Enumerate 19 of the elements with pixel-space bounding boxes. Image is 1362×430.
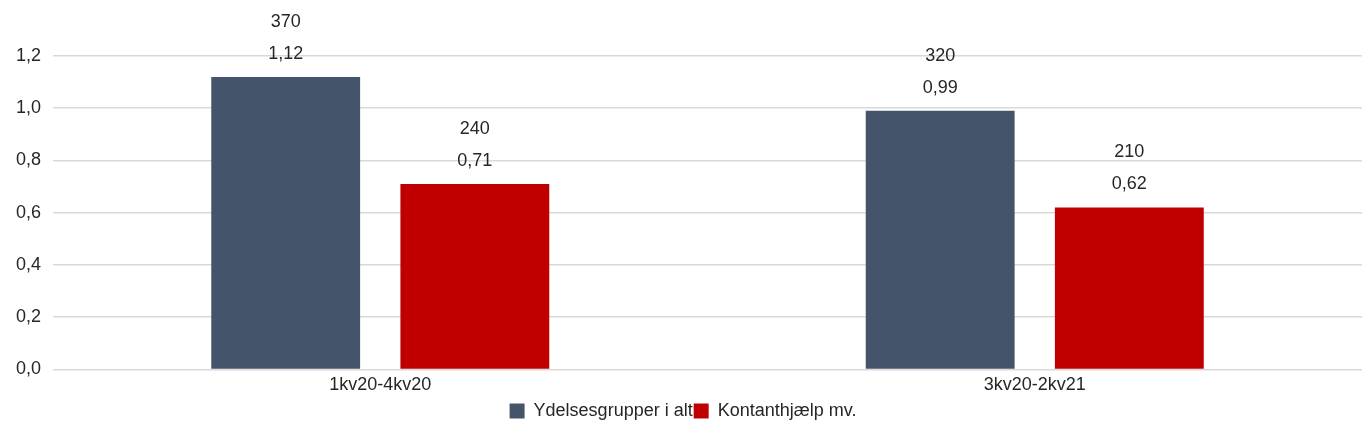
bar xyxy=(400,183,550,369)
data-label: 240 0,71 xyxy=(457,117,493,170)
bar xyxy=(1054,207,1204,369)
y-tick-label: 0,6 xyxy=(15,201,42,222)
data-label: 320 0,99 xyxy=(922,44,958,97)
x-tick-label: 3kv20-2kv21 xyxy=(983,374,1086,395)
data-label: 370 1,12 xyxy=(268,10,304,63)
y-tick-label: 0,4 xyxy=(15,253,42,274)
y-tick-label: 1,0 xyxy=(15,97,42,118)
legend-label: Kontanthjælp mv. xyxy=(717,399,857,420)
y-tick-label: 1,2 xyxy=(15,44,42,65)
y-tick-label: 0,2 xyxy=(15,306,42,327)
y-tick-label: 0,8 xyxy=(15,149,42,170)
legend-label: Ydelsesgrupper i alt xyxy=(533,399,693,420)
x-tick-label: 1kv20-4kv20 xyxy=(329,374,432,395)
bar xyxy=(211,76,361,369)
y-tick-label: 0,0 xyxy=(15,358,42,379)
bar xyxy=(865,110,1015,369)
data-label: 210 0,62 xyxy=(1111,141,1147,194)
